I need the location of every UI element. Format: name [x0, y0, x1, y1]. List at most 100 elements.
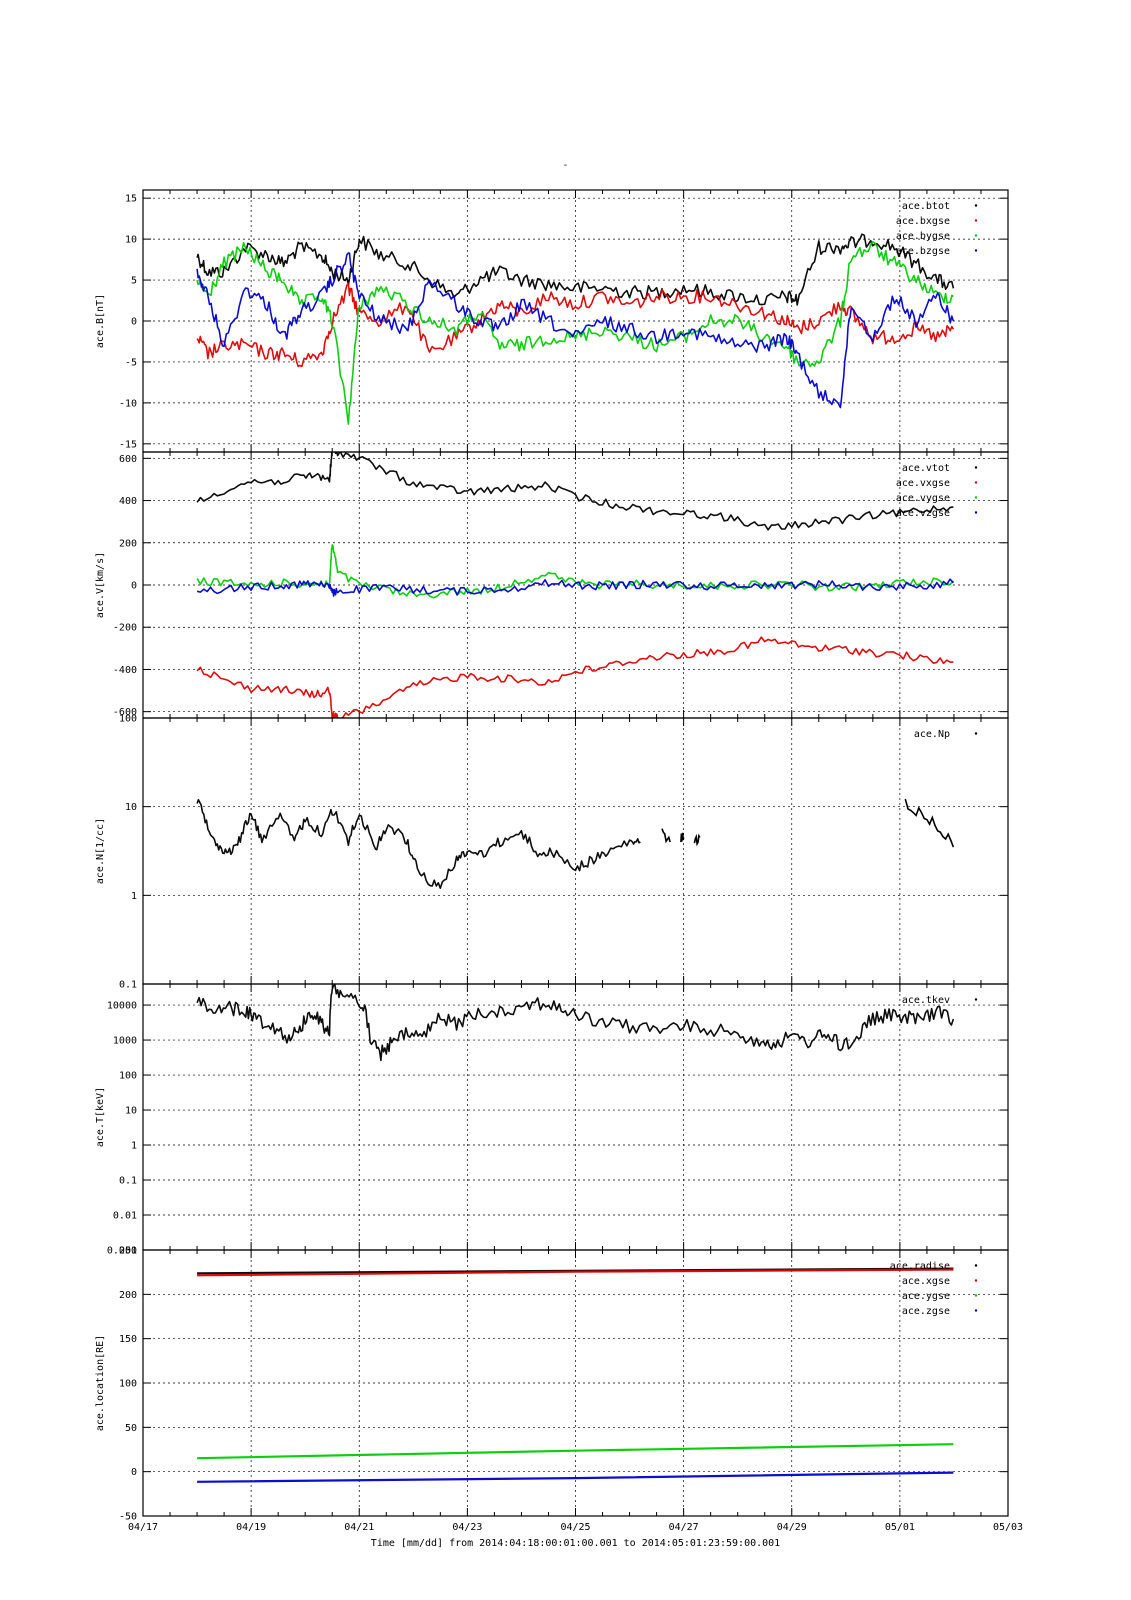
y-tick-label: 50 [125, 1423, 137, 1434]
legend-marker [974, 732, 978, 735]
legend-marker [974, 219, 978, 222]
series-segment-ace-Np [680, 832, 685, 843]
y-tick-label: -10 [119, 398, 137, 409]
legend-marker [974, 1279, 978, 1282]
y-tick-label: 100 [119, 1379, 137, 1390]
legend-marker [974, 466, 978, 469]
legend-label: ace.zgse [902, 1306, 950, 1317]
y-tick-label: 10 [125, 802, 137, 813]
legend-label: ace.vzgse [896, 508, 950, 519]
y-axis-label: ace.B[nT] [95, 294, 106, 348]
series-line-ace-vtot [196, 452, 954, 531]
legend-marker [974, 249, 978, 252]
y-tick-label: -15 [119, 439, 137, 450]
y-tick-label: 10 [125, 235, 137, 246]
series-line-ace-xgse [197, 1268, 954, 1277]
legend-marker [974, 496, 978, 499]
y-tick-label: 600 [119, 454, 137, 465]
panel-4: 0.001 0.01 0.1 1 10 100 1000 10000 ace.T[keV] ace… [95, 983, 1009, 1257]
y-axis-label: ace.T[keV] [95, 1087, 106, 1147]
y-tick-label: 200 [119, 1290, 137, 1301]
y-tick-label: 1 [131, 891, 137, 902]
y-tick-label: 150 [119, 1334, 137, 1345]
series-line-ace-bygse [196, 241, 954, 425]
legend-label: ace.radise [890, 1261, 950, 1272]
series-segment-ace-Np [693, 833, 701, 847]
legend-label: ace.tkev [902, 995, 950, 1006]
x-tick-label: 04/19 [236, 1522, 266, 1533]
series-line-ace-btot [196, 233, 955, 306]
y-tick-label: 0.1 [119, 980, 137, 991]
legend-label: ace.btot [902, 201, 950, 212]
x-tick-label: 04/25 [560, 1522, 590, 1533]
y-tick-label: 0.1 [119, 1176, 137, 1187]
legend-marker [974, 1264, 978, 1267]
panel-2: -600 -400 -200 0 200 400 600 ace.V[km/s] ace.vto… [95, 451, 1009, 719]
y-tick-label: 15 [125, 194, 137, 205]
x-tick-label: 05/03 [993, 1522, 1023, 1533]
y-tick-label: 1000 [113, 1036, 137, 1047]
x-tick-label: 05/01 [885, 1522, 915, 1533]
y-tick-label: 0 [131, 581, 137, 592]
series-line-ace-bzgse [196, 252, 955, 409]
panel-1: -15 -10 -5 0 5 10 15 ace.B[nT] ace.btot ace.bxgse… [95, 189, 1009, 453]
y-tick-label: 0.001 [107, 1246, 137, 1257]
y-tick-label: 0 [131, 317, 137, 328]
series-segment-ace-Np [661, 828, 671, 844]
series-line-ace-zgse [197, 1471, 954, 1483]
x-tick-label: 04/21 [344, 1522, 374, 1533]
y-tick-label: 10 [125, 1106, 137, 1117]
page-title: - [562, 160, 569, 171]
y-tick-label: -5 [125, 357, 137, 368]
y-tick-label: -200 [113, 623, 137, 634]
x-tick-label: 04/27 [669, 1522, 699, 1533]
y-tick-label: 0 [131, 1467, 137, 1478]
x-tick-label: 04/23 [452, 1522, 482, 1533]
panel-3: 0.1 1 10 100 ace.N[1/cc] ace.Np [95, 714, 1009, 991]
legend-label: ace.vxgse [896, 478, 950, 489]
legend-label: ace.vtot [902, 463, 950, 474]
x-axis-label: Time [mm/dd] from 2014:04:18:00:01:00.00… [371, 1538, 780, 1549]
y-tick-label: 10000 [107, 1001, 137, 1012]
legend-label: ace.ygse [902, 1291, 950, 1302]
legend-label: ace.bxgse [896, 216, 950, 227]
legend-marker [974, 204, 978, 207]
series-line-ace-Np [196, 798, 641, 889]
series-segment-ace-Np [904, 798, 955, 848]
y-tick-label: 250 [119, 1246, 137, 1257]
series-line-ace-ygse [197, 1443, 954, 1460]
legend-label: ace.vygse [896, 493, 950, 504]
y-tick-label: 1 [131, 1141, 137, 1152]
y-tick-label: 100 [119, 714, 137, 725]
series-line-ace-vxgse [196, 636, 954, 718]
legend-marker [974, 234, 978, 237]
legend-marker [974, 1294, 978, 1297]
legend-marker [974, 481, 978, 484]
y-tick-label: 100 [119, 1071, 137, 1082]
legend-label: ace.bygse [896, 231, 950, 242]
y-tick-label: -50 [119, 1512, 137, 1523]
panel-5: -50 0 50 100 150 200 250 ace.location[RE] ace.ra… [95, 1246, 1009, 1523]
y-tick-label: -600 [113, 707, 137, 718]
y-axis-label: ace.location[RE] [95, 1335, 106, 1431]
legend-marker [974, 998, 978, 1001]
x-tick-label: 04/17 [128, 1522, 158, 1533]
legend-label: ace.bzgse [896, 246, 950, 257]
y-axis-label: ace.V[km/s] [95, 552, 106, 618]
series-line-ace-tkev [196, 984, 955, 1062]
legend-label: ace.Np [914, 729, 950, 740]
series-group [196, 798, 955, 889]
legend-label: ace.xgse [902, 1276, 950, 1287]
legend-marker [974, 511, 978, 514]
series-line-ace-vzgse [196, 578, 954, 597]
panel-frame [142, 1249, 1009, 1517]
series-group [196, 984, 955, 1062]
x-tick-label: 04/29 [777, 1522, 807, 1533]
y-tick-label: -400 [113, 665, 137, 676]
series-group [196, 233, 955, 425]
y-axis-label: ace.N[1/cc] [95, 818, 106, 884]
y-tick-label: 0.01 [113, 1211, 137, 1222]
series-line-ace-bxgse [196, 282, 955, 368]
y-tick-label: 5 [131, 276, 137, 287]
